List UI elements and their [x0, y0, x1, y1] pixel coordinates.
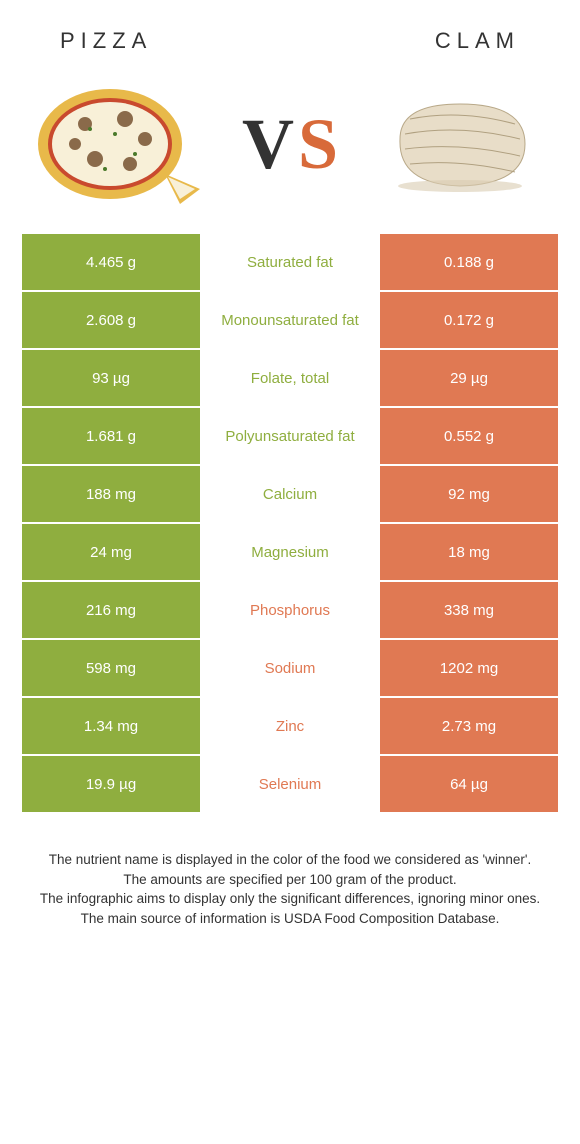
- food-name-left: Pizza: [60, 28, 152, 54]
- value-right: 92 mg: [380, 466, 558, 522]
- footer-line: The main source of information is USDA F…: [26, 909, 554, 929]
- nutrient-label: Monounsaturated fat: [200, 292, 380, 348]
- footer-line: The amounts are specified per 100 gram o…: [26, 870, 554, 890]
- value-right: 29 µg: [380, 350, 558, 406]
- value-left: 216 mg: [22, 582, 200, 638]
- nutrient-label: Polyunsaturated fat: [200, 408, 380, 464]
- nutrient-label: Calcium: [200, 466, 380, 522]
- pizza-image: [30, 74, 210, 214]
- nutrition-table: 4.465 gSaturated fat0.188 g2.608 gMonoun…: [0, 234, 580, 812]
- value-right: 0.552 g: [380, 408, 558, 464]
- table-row: 2.608 gMonounsaturated fat0.172 g: [22, 292, 558, 348]
- vs-label: VS: [242, 103, 338, 186]
- table-row: 598 mgSodium1202 mg: [22, 640, 558, 696]
- value-right: 1202 mg: [380, 640, 558, 696]
- table-row: 1.34 mgZinc2.73 mg: [22, 698, 558, 754]
- value-left: 1.681 g: [22, 408, 200, 464]
- value-right: 64 µg: [380, 756, 558, 812]
- value-left: 93 µg: [22, 350, 200, 406]
- table-row: 93 µgFolate, total29 µg: [22, 350, 558, 406]
- table-row: 19.9 µgSelenium64 µg: [22, 756, 558, 812]
- value-right: 18 mg: [380, 524, 558, 580]
- value-left: 4.465 g: [22, 234, 200, 290]
- value-left: 1.34 mg: [22, 698, 200, 754]
- nutrient-label: Zinc: [200, 698, 380, 754]
- value-right: 338 mg: [380, 582, 558, 638]
- table-row: 188 mgCalcium92 mg: [22, 466, 558, 522]
- value-left: 2.608 g: [22, 292, 200, 348]
- value-left: 188 mg: [22, 466, 200, 522]
- nutrient-label: Folate, total: [200, 350, 380, 406]
- clam-image: [370, 74, 550, 214]
- header-row: Pizza Clam: [0, 0, 580, 64]
- table-row: 24 mgMagnesium18 mg: [22, 524, 558, 580]
- value-left: 19.9 µg: [22, 756, 200, 812]
- vs-s: S: [298, 103, 338, 186]
- nutrient-label: Selenium: [200, 756, 380, 812]
- footer-line: The infographic aims to display only the…: [26, 889, 554, 909]
- value-right: 2.73 mg: [380, 698, 558, 754]
- value-right: 0.172 g: [380, 292, 558, 348]
- nutrient-label: Magnesium: [200, 524, 380, 580]
- vs-v: V: [242, 103, 294, 186]
- footer-notes: The nutrient name is displayed in the co…: [0, 814, 580, 928]
- footer-line: The nutrient name is displayed in the co…: [26, 850, 554, 870]
- value-right: 0.188 g: [380, 234, 558, 290]
- table-row: 1.681 gPolyunsaturated fat0.552 g: [22, 408, 558, 464]
- table-row: 4.465 gSaturated fat0.188 g: [22, 234, 558, 290]
- image-row: VS: [0, 64, 580, 234]
- table-row: 216 mgPhosphorus338 mg: [22, 582, 558, 638]
- nutrient-label: Sodium: [200, 640, 380, 696]
- food-name-right: Clam: [435, 28, 520, 54]
- nutrient-label: Phosphorus: [200, 582, 380, 638]
- value-left: 24 mg: [22, 524, 200, 580]
- nutrient-label: Saturated fat: [200, 234, 380, 290]
- value-left: 598 mg: [22, 640, 200, 696]
